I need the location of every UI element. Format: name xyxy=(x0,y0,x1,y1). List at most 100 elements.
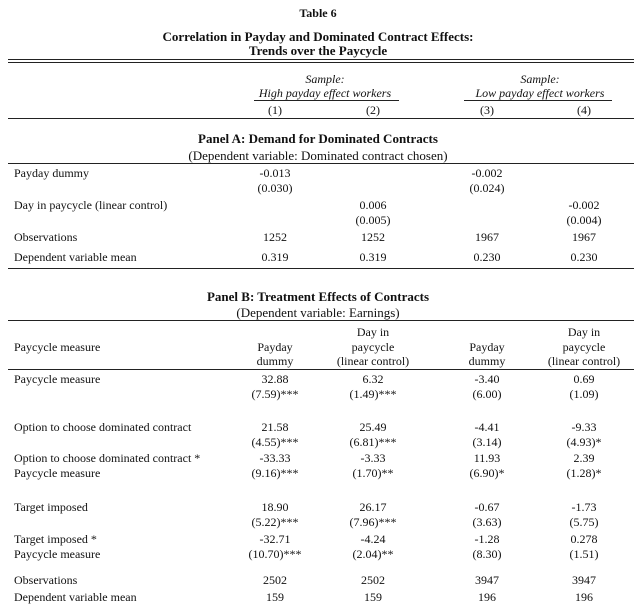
cell: (1.49)*** xyxy=(349,387,397,401)
sample-right-name: Low payday effect workers xyxy=(475,86,605,100)
panel-b-head-rule xyxy=(8,369,634,370)
cell: (1.51) xyxy=(569,547,599,561)
col1-head-l1: Payday xyxy=(257,340,293,354)
cell: 0.319 xyxy=(261,250,289,264)
table-title-line2: Trends over the Paycycle xyxy=(248,43,388,58)
cell: 196 xyxy=(478,590,496,604)
col2-head-l1: Day in xyxy=(356,325,390,339)
cell: (10.70)*** xyxy=(248,547,302,561)
cell: -0.67 xyxy=(474,500,500,514)
cell: (4.55)*** xyxy=(251,435,299,449)
sample-left-name: High payday effect workers xyxy=(258,86,392,100)
panel-a-bottom-rule xyxy=(8,268,634,269)
cell: 0.319 xyxy=(359,250,387,264)
row-label-dep-var-mean: Dependent variable mean xyxy=(14,250,137,264)
header-rule xyxy=(8,118,634,119)
cell: (5.22)*** xyxy=(251,515,299,529)
col1-head-l2: dummy xyxy=(256,354,294,368)
col3-head-l1: Payday xyxy=(469,340,505,354)
col-header-3: (3) xyxy=(480,103,494,117)
cell: (7.96)*** xyxy=(349,515,397,529)
row-label-observations-b: Observations xyxy=(14,573,78,587)
cell: -33.33 xyxy=(259,451,291,465)
panel-a-subtitle: (Dependent variable: Dominated contract … xyxy=(188,148,448,163)
panel-a-rule xyxy=(8,163,634,164)
cell: -1.73 xyxy=(571,500,597,514)
row-label-payday-dummy: Payday dummy xyxy=(14,166,89,180)
cell: 196 xyxy=(575,590,593,604)
row-label-option-interaction-l1: Option to choose dominated contract * xyxy=(14,451,201,465)
col-header-1: (1) xyxy=(268,103,282,117)
top-rule-double xyxy=(8,62,634,63)
cell: 159 xyxy=(266,590,284,604)
cell: 2502 xyxy=(263,573,287,587)
cell: -3.33 xyxy=(360,451,386,465)
cell: -0.013 xyxy=(259,166,291,180)
cell: 0.278 xyxy=(570,532,598,546)
cell: (5.75) xyxy=(569,515,599,529)
panel-a-title: Panel A: Demand for Dominated Contracts xyxy=(198,131,438,146)
sample-left-underline xyxy=(254,100,399,101)
cell: -0.002 xyxy=(471,166,503,180)
cell: -4.24 xyxy=(360,532,386,546)
panel-b-title: Panel B: Treatment Effects of Contracts xyxy=(206,289,430,304)
cell: -9.33 xyxy=(571,420,597,434)
cell: (1.28)* xyxy=(566,466,602,480)
cell: (3.14) xyxy=(472,435,502,449)
cell: 0.230 xyxy=(570,250,598,264)
cell: 0.230 xyxy=(473,250,501,264)
cell: 21.58 xyxy=(261,420,289,434)
cell: 6.32 xyxy=(362,372,384,386)
cell: -1.28 xyxy=(474,532,500,546)
sample-right-label: Sample: xyxy=(520,72,560,86)
cell: (1.09) xyxy=(569,387,599,401)
col4-head-l3: (linear control) xyxy=(547,354,621,368)
cell: 26.17 xyxy=(359,500,387,514)
cell: 32.88 xyxy=(261,372,289,386)
cell: -4.41 xyxy=(474,420,500,434)
cell: (6.81)*** xyxy=(349,435,397,449)
row-label-observations: Observations xyxy=(14,230,78,244)
row-label-target-interaction-l1: Target imposed * xyxy=(14,532,97,546)
col3-head-l2: dummy xyxy=(468,354,506,368)
row-label-target-interaction-l2: Paycycle measure xyxy=(14,547,101,561)
cell: 1967 xyxy=(475,230,499,244)
cell: -0.002 xyxy=(568,198,600,212)
cell: (6.00) xyxy=(472,387,502,401)
col2-head-l3: (linear control) xyxy=(336,354,410,368)
cell: -3.40 xyxy=(474,372,500,386)
cell: (0.005) xyxy=(355,213,391,227)
cell: (4.93)* xyxy=(566,435,602,449)
col4-head-l1: Day in xyxy=(567,325,601,339)
cell: (0.030) xyxy=(257,181,293,195)
cell: (3.63) xyxy=(472,515,502,529)
cell: 2.39 xyxy=(573,451,595,465)
row-label-option-interaction-l2: Paycycle measure xyxy=(14,466,101,480)
cell: (0.004) xyxy=(566,213,602,227)
cell: 1967 xyxy=(572,230,596,244)
cell: (2.04)** xyxy=(352,547,394,561)
row-label-day-in-paycycle: Day in paycycle (linear control) xyxy=(14,198,168,212)
cell: 3947 xyxy=(572,573,596,587)
cell: 3947 xyxy=(475,573,499,587)
cell: 2502 xyxy=(361,573,385,587)
cell: 1252 xyxy=(361,230,385,244)
panel-b-subtitle: (Dependent variable: Earnings) xyxy=(236,305,400,320)
cell: 0.69 xyxy=(573,372,595,386)
cell: (0.024) xyxy=(469,181,505,195)
cell: 0.006 xyxy=(359,198,387,212)
cell: (9.16)*** xyxy=(251,466,299,480)
table-number: Table 6 xyxy=(299,6,337,20)
cell: -32.71 xyxy=(259,532,291,546)
cell: (1.70)** xyxy=(352,466,394,480)
top-rule xyxy=(8,59,634,60)
sample-right-underline xyxy=(464,100,612,101)
cell: 25.49 xyxy=(359,420,387,434)
row-label-paycycle-measure-head: Paycycle measure xyxy=(14,340,101,354)
panel-b-rule xyxy=(8,320,634,321)
cell: (6.90)* xyxy=(469,466,505,480)
table-title-line1: Correlation in Payday and Dominated Cont… xyxy=(162,29,474,44)
cell: 11.93 xyxy=(473,451,501,465)
row-label-dep-var-mean-b: Dependent variable mean xyxy=(14,590,137,604)
cell: 159 xyxy=(364,590,382,604)
